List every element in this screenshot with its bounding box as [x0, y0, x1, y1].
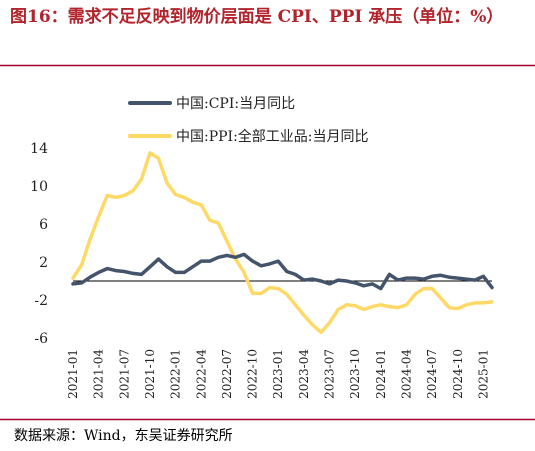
- x-tick-label: 2024-01: [374, 349, 388, 399]
- source-note: 数据来源：Wind，东吴证券研究所: [14, 428, 233, 444]
- x-tick-label: 2023-04: [297, 349, 311, 399]
- x-tick-label: 2022-07: [220, 349, 234, 399]
- y-tick-label: 10: [30, 179, 48, 195]
- x-tick-label: 2021-10: [143, 349, 157, 399]
- x-tick-label: 2021-01: [66, 349, 80, 399]
- legend-label-ppi: 中国:PPI:全部工业品:当月同比: [176, 128, 369, 145]
- x-tick-label: 2023-01: [271, 349, 285, 399]
- x-tick-label: 2024-04: [399, 349, 413, 399]
- x-tick-label: 2022-04: [194, 349, 208, 399]
- y-tick-label: 6: [39, 217, 48, 233]
- x-tick-label: 2022-01: [169, 349, 183, 399]
- x-tick-label: 2023-10: [348, 349, 362, 399]
- series-line-cpi: [71, 252, 494, 291]
- x-tick-label: 2021-07: [117, 349, 131, 399]
- y-tick-label: 14: [30, 141, 48, 157]
- y-tick-label: -6: [34, 331, 48, 347]
- x-axis-tick-labels: 2021-01 2021-04 2021-07 2021-10 2022-01 2022-…: [66, 349, 490, 399]
- y-axis-tick-labels: -6 -2 2 6 10 14: [30, 141, 48, 347]
- x-tick-label: 2025-01: [476, 349, 490, 399]
- x-tick-label: 2021-04: [92, 349, 106, 399]
- figure-title: 图16：需求不足反映到物价层面是 CPI、PPI 承压（单位：%）: [10, 7, 504, 27]
- y-tick-label: -2: [34, 293, 48, 309]
- series-line-ppi: [71, 151, 494, 335]
- y-tick-label: 2: [39, 255, 48, 271]
- legend-label-cpi: 中国:CPI:当月同比: [176, 96, 295, 112]
- x-tick-label: 2023-07: [323, 349, 337, 399]
- x-tick-label: 2024-07: [425, 349, 439, 399]
- series-lines: [71, 151, 494, 335]
- x-tick-label: 2024-10: [451, 349, 465, 399]
- x-tick-label: 2022-10: [246, 349, 260, 399]
